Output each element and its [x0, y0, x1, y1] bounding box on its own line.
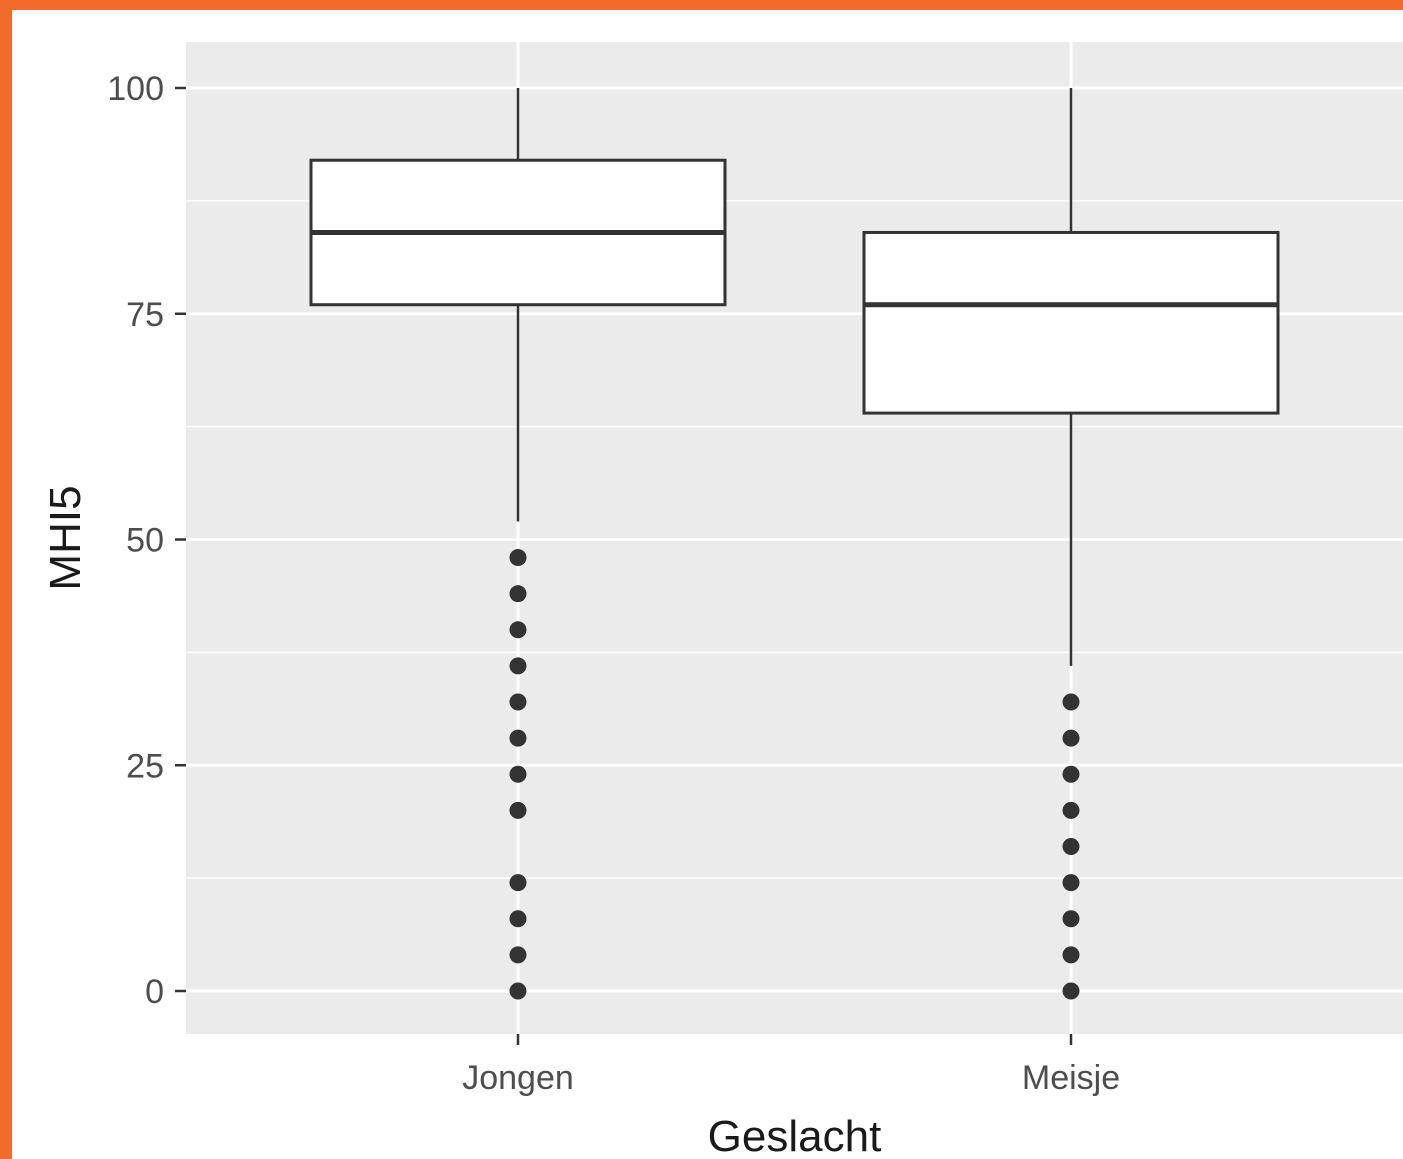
grid-minor: [186, 200, 1403, 879]
y-tick-label: 50: [126, 522, 164, 560]
outlier-point: [509, 982, 527, 1000]
outlier-point: [1062, 729, 1080, 747]
outlier-point: [509, 693, 527, 711]
outlier-point: [1062, 765, 1080, 783]
y-tick-label: 0: [145, 973, 164, 1011]
outlier-point: [509, 729, 527, 747]
outlier-point: [509, 657, 527, 675]
outlier-point: [509, 765, 527, 783]
outlier-point: [1062, 946, 1080, 964]
y-tick-label: 25: [126, 747, 164, 785]
x-axis-title: Geslacht: [708, 1112, 882, 1159]
outlier-point: [1062, 874, 1080, 892]
x-tick-label: Meisje: [1022, 1059, 1120, 1097]
outlier-point: [509, 801, 527, 819]
frame-border-top: [0, 0, 1403, 10]
y-axis: 0 25 50 75 100: [107, 70, 186, 1011]
outlier-point: [1062, 693, 1080, 711]
outlier-point: [509, 621, 527, 639]
outlier-point: [509, 874, 527, 892]
outlier-point: [509, 910, 527, 928]
y-tick-label: 100: [107, 70, 164, 108]
outlier-point: [509, 585, 527, 603]
boxes: [309, 88, 1280, 1000]
outlier-point: [1062, 910, 1080, 928]
x-axis: Jongen Meisje: [462, 1034, 1120, 1097]
x-tick-label: Jongen: [462, 1059, 574, 1097]
frame-border-left: [0, 0, 12, 1159]
box-jongen: [309, 88, 727, 1000]
outlier-point: [509, 946, 527, 964]
box-meisje: [862, 88, 1280, 1000]
outlier-point: [1062, 801, 1080, 819]
outlier-point: [1062, 982, 1080, 1000]
outlier-point: [509, 549, 527, 567]
y-tick-label: 75: [126, 296, 164, 334]
y-axis-title: MHI5: [41, 485, 90, 590]
outlier-point: [1062, 838, 1080, 856]
box-iqr: [862, 230, 1280, 415]
